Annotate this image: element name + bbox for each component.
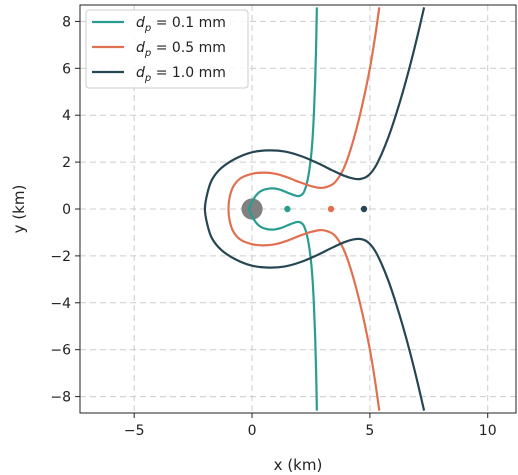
series-point-3 — [360, 205, 368, 213]
y-tick-label: −8 — [50, 390, 71, 406]
y-axis-label: y (km) — [10, 185, 28, 234]
central-body-circle — [241, 198, 263, 220]
y-tick-label: 4 — [62, 108, 71, 124]
y-tick-label: 2 — [62, 155, 71, 171]
series-point-1 — [284, 205, 291, 213]
series-line-3 — [203, 7, 426, 411]
series-line-2 — [227, 7, 381, 411]
x-tick-label: 0 — [248, 423, 257, 439]
grid — [80, 5, 516, 413]
series-line-1 — [248, 7, 318, 411]
y-tick-label: 8 — [62, 14, 71, 30]
x-tick-label: −5 — [124, 423, 145, 439]
y-tick-label: −4 — [50, 296, 71, 312]
legend: dp = 0.1 mm dp = 0.5 mm dp = 1.0 mm — [85, 9, 249, 89]
central-body — [241, 198, 263, 220]
series-lines — [203, 7, 426, 411]
y-tick-label: −2 — [50, 249, 71, 265]
y-tick-label: 6 — [62, 61, 71, 77]
axis-ticks: −5 0 5 10 −8 −6 −4 −2 0 2 4 6 8 — [50, 14, 496, 439]
legend-label-1: dp = 0.1 mm — [136, 15, 226, 34]
y-tick-label: 0 — [62, 202, 71, 218]
series-point-2 — [327, 205, 335, 213]
x-tick-label: 5 — [365, 423, 374, 439]
x-tick-label: 10 — [479, 423, 497, 439]
series-points — [284, 205, 368, 213]
legend-label-2: dp = 0.5 mm — [136, 40, 226, 59]
x-axis-label: x (km) — [274, 456, 323, 474]
legend-box — [85, 9, 249, 89]
legend-label-3: dp = 1.0 mm — [136, 65, 226, 84]
y-tick-label: −6 — [50, 343, 71, 359]
